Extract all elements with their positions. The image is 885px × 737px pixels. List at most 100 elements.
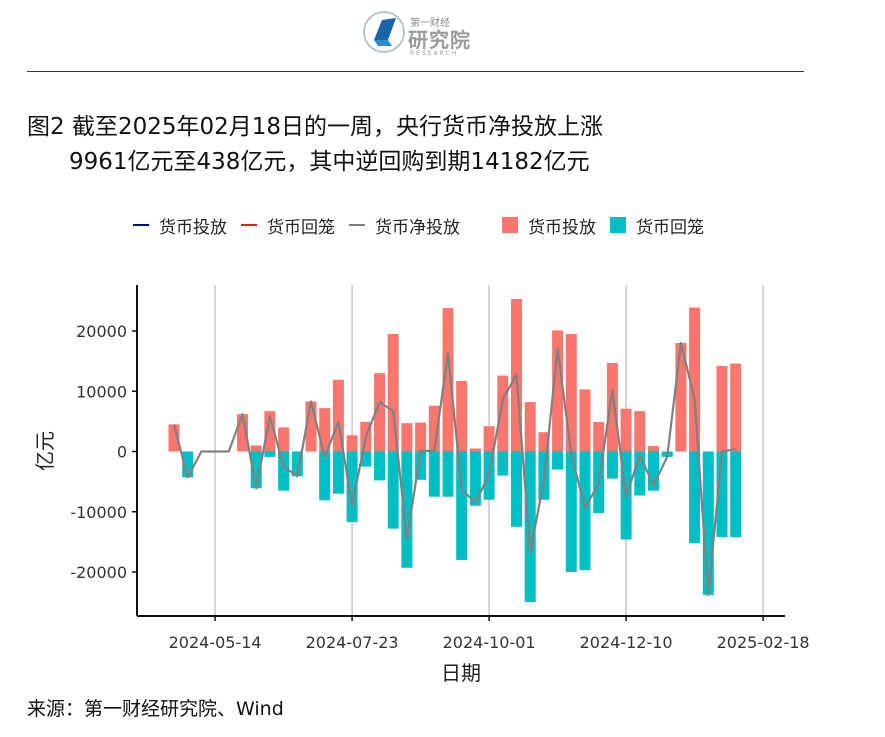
bar	[387, 334, 399, 452]
bar	[483, 426, 495, 452]
bar	[332, 451, 344, 494]
legend-bar-item: 货币回笼	[610, 213, 704, 238]
legend-line-swatch	[349, 224, 365, 226]
legend-line-label: 货币投放	[159, 217, 227, 238]
logo-emblem-icon	[363, 11, 405, 53]
bar	[374, 451, 385, 481]
bar	[606, 362, 618, 452]
bar	[250, 451, 262, 489]
legend-line-label: 货币净投放	[375, 217, 460, 238]
figure-title-line1: 图2 截至2025年02月18日的一周，央行货币净投放上涨	[27, 114, 604, 140]
bar	[538, 432, 550, 452]
legend-line-swatch	[241, 224, 257, 226]
legend-bar-swatch	[502, 217, 518, 233]
money-supply-chart: -20000 -10000 0 10000 20000 2024-05-14 2024-07…	[33, 285, 810, 685]
bar	[579, 389, 591, 452]
legend-bar-swatch	[610, 217, 626, 233]
bar	[716, 451, 728, 538]
x-tick-label: 2024-05-14	[169, 633, 262, 652]
x-tick-label: 2025-02-18	[717, 633, 810, 652]
bar	[579, 451, 591, 571]
bar	[278, 427, 290, 452]
legend-line-item: 货币净投放	[349, 213, 460, 238]
bar	[182, 451, 194, 478]
bar	[716, 365, 728, 452]
net-line	[172, 341, 736, 596]
bar	[552, 330, 564, 452]
bar	[511, 451, 522, 527]
bar	[291, 451, 303, 477]
legend-line-item: 货币回笼	[241, 213, 335, 238]
bar	[456, 451, 468, 560]
bar	[497, 375, 509, 452]
y-tick-label: -10000	[70, 503, 127, 522]
bar	[469, 451, 481, 506]
bar	[634, 451, 646, 496]
bar	[168, 424, 180, 452]
bar	[606, 451, 618, 479]
bar	[415, 422, 427, 452]
x-axis-title: 日期	[441, 661, 481, 685]
bar	[675, 343, 687, 452]
legend-bar-label: 货币投放	[528, 217, 596, 238]
bar	[565, 451, 577, 572]
x-tick-label: 2024-10-01	[443, 633, 536, 652]
legend-line-swatch	[133, 224, 149, 226]
bar	[401, 423, 413, 452]
bar	[346, 435, 358, 452]
bar	[497, 451, 509, 476]
logo-small-text: 第一财经	[410, 18, 450, 29]
bar	[456, 381, 468, 452]
bar	[442, 308, 454, 452]
y-tick-label: 10000	[76, 382, 127, 401]
figure-title: 图2 截至2025年02月18日的一周，央行货币净投放上涨 9961亿元至438…	[27, 110, 603, 180]
bar	[648, 451, 659, 491]
figure-title-line2: 9961亿元至438亿元，其中逆回购到期14182亿元	[69, 149, 590, 175]
bar	[415, 451, 427, 480]
y-tick-label: -20000	[70, 563, 127, 582]
legend-bar-item: 货币投放	[502, 213, 596, 238]
bar	[428, 451, 440, 497]
bar	[620, 408, 632, 452]
bar	[264, 411, 276, 452]
bar	[524, 402, 536, 452]
y-tick-label: 0	[117, 443, 127, 462]
legend-line-label: 货币回笼	[267, 217, 335, 238]
bar	[730, 363, 742, 452]
bar	[648, 446, 659, 452]
bar	[689, 307, 701, 452]
bar	[634, 411, 646, 452]
bar	[428, 405, 440, 452]
x-tick-label: 2024-07-23	[306, 633, 399, 652]
bar	[387, 451, 399, 529]
bar	[319, 408, 331, 452]
bar	[702, 451, 714, 595]
bar	[689, 451, 701, 544]
bar	[401, 451, 413, 568]
bar	[346, 451, 358, 522]
bar	[319, 451, 331, 501]
bar	[469, 448, 481, 452]
bar	[730, 451, 742, 538]
bar	[264, 451, 276, 457]
bar	[237, 414, 248, 452]
x-tick-label: 2024-12-10	[580, 633, 673, 652]
y-tick-label: 20000	[76, 322, 127, 341]
bar	[565, 334, 577, 452]
report-header: 第一财经 研究院 RESEARCH	[0, 0, 885, 80]
bar	[524, 451, 536, 603]
bar	[278, 451, 290, 491]
chart-legend: 货币投放 货币回笼 货币净投放 货币投放 货币回笼	[133, 210, 718, 240]
bar	[593, 421, 605, 452]
bar	[250, 445, 262, 452]
brand-logo: 第一财经 研究院 RESEARCH	[362, 10, 482, 60]
source-note: 来源：第一财经研究院、Wind	[27, 698, 284, 720]
logo-main-text: 研究院	[408, 28, 471, 52]
logo-sub-text: RESEARCH	[410, 50, 459, 57]
bar	[360, 451, 372, 467]
legend-bar-label: 货币回笼	[636, 217, 704, 238]
legend-line-item: 货币投放	[133, 213, 227, 238]
bar	[332, 379, 344, 452]
bar	[552, 451, 564, 470]
bar	[305, 401, 317, 452]
